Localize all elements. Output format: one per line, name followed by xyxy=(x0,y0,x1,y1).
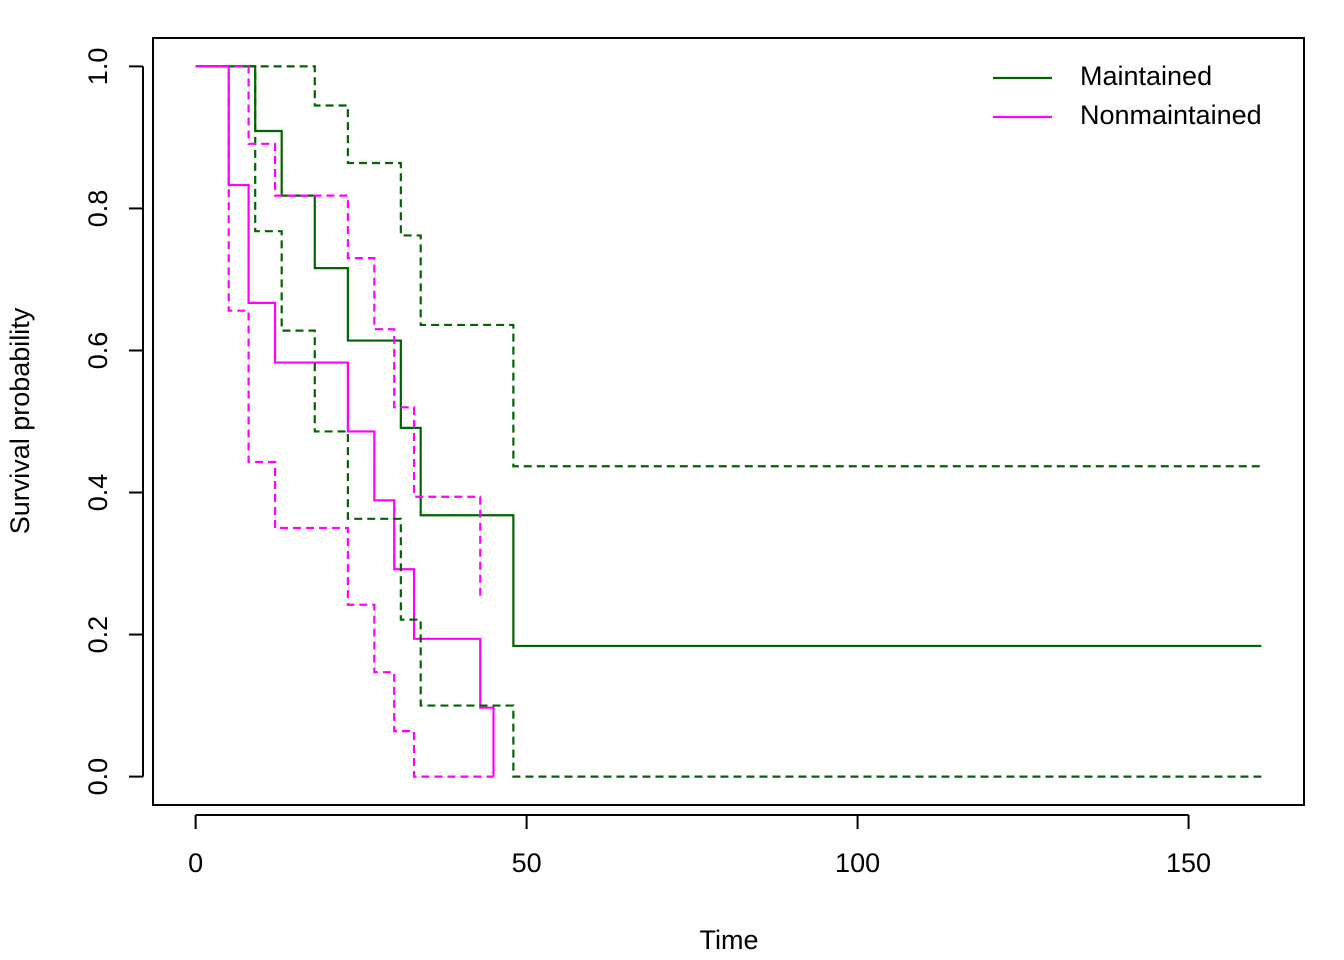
survival-line xyxy=(195,65,1262,778)
y-tick-label: 0.4 xyxy=(83,474,113,512)
x-tick-label: 50 xyxy=(512,848,542,878)
legend-label: Nonmaintained xyxy=(1080,100,1262,130)
x-axis-label: Time xyxy=(700,925,759,955)
y-tick-label: 0.2 xyxy=(83,616,113,654)
survival-line xyxy=(195,65,494,778)
x-tick-label: 100 xyxy=(835,848,880,878)
y-tick-label: 0.0 xyxy=(83,758,113,796)
survival-line xyxy=(195,65,482,600)
survival-line xyxy=(195,65,1262,648)
y-axis-label: Survival probability xyxy=(5,307,35,534)
y-tick-label: 0.6 xyxy=(83,332,113,370)
legend-label: Maintained xyxy=(1080,61,1212,91)
survival-line xyxy=(195,65,495,777)
plot-frame xyxy=(152,37,1305,806)
y-tick-label: 0.8 xyxy=(83,190,113,228)
survival-line xyxy=(195,65,1262,468)
x-tick-label: 0 xyxy=(188,848,203,878)
y-tick-label: 1.0 xyxy=(83,48,113,86)
x-tick-label: 150 xyxy=(1166,848,1211,878)
